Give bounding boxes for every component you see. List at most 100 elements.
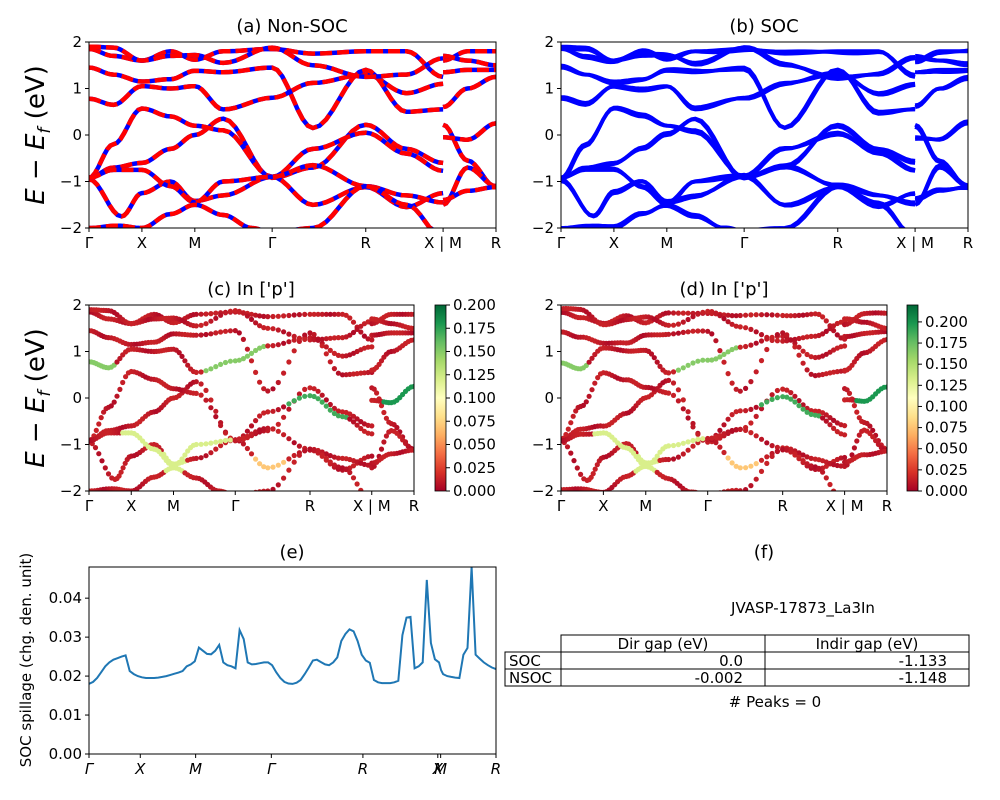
projection-point [323,455,329,461]
xtick-label: R [491,760,501,778]
projection-point [281,340,287,346]
projection-point [307,311,313,317]
projection-point [842,343,848,349]
projection-point [721,316,727,322]
projection-point [244,445,250,452]
projection-point [323,336,329,342]
soc-band-line [561,165,916,207]
projection-point [327,401,333,408]
projection-point [311,331,317,338]
projection-point [302,386,308,392]
projection-point [203,368,209,374]
projection-point [743,487,749,491]
projection-point [323,451,329,457]
projection-point [713,310,719,316]
projection-point [680,440,686,446]
projection-point [319,452,325,458]
projection-point [827,422,833,428]
projection-point [713,338,719,344]
projection-point [571,458,577,464]
projection-point [307,330,313,336]
projection-point [670,369,677,375]
projection-point [350,319,357,325]
projection-point [281,404,287,410]
projection-point [690,424,696,430]
projection-point [92,445,99,451]
projection-point [120,379,126,386]
projection-point [764,460,770,466]
projection-point [397,433,403,439]
projection-point [804,409,810,415]
projection-point [411,330,414,336]
projection-point [265,409,271,415]
projection-point [193,323,199,329]
xtick-label: Γ [231,497,240,515]
projection-point [713,440,719,446]
projection-point [335,464,341,470]
projection-point [758,332,765,338]
projection-point [270,313,276,320]
projection-point [248,316,255,322]
ytick-label: 1 [72,80,82,98]
soc-band-line [914,77,968,107]
xtick-label: Γ [557,497,566,515]
band-line-spin-down [442,184,496,203]
projection-point [218,422,224,429]
projection-point [854,409,860,415]
xtick-label: R [882,497,892,515]
projection-point [780,386,786,392]
band-line-spin-down [443,67,496,75]
projection-point [685,447,691,453]
projection-point [784,313,790,319]
soc-band-line [914,69,968,75]
projection-point [208,397,214,403]
projection-point [743,465,749,471]
projection-point [302,393,308,399]
projection-point [717,354,723,360]
projection-point [690,443,696,449]
colorbar-tick-label: 0.025 [925,461,968,479]
projection-point [804,454,810,460]
projection-point [354,326,360,332]
projection-point [236,357,242,363]
projection-point [804,334,810,340]
projection-point [253,347,259,354]
projection-point [335,335,341,341]
projection-point [315,336,321,343]
projection-point [383,433,389,439]
projection-point [709,309,715,315]
projection-point [203,453,209,459]
projection-point [339,455,346,461]
projection-point [319,343,325,349]
projection-point [784,338,790,344]
projection-point [350,475,357,481]
projection-point [774,387,781,394]
projection-point [253,312,259,318]
projection-point [788,337,794,343]
projection-point [335,408,341,414]
projection-point [748,406,754,412]
projection-point [307,393,313,399]
projection-point [240,435,246,441]
projection-point [179,353,185,359]
projection-point [257,313,263,319]
projection-point [842,423,848,429]
projection-point [114,359,120,365]
projection-point [657,363,663,369]
projection-point [248,451,255,457]
projection-point [666,456,672,463]
projection-point [884,336,887,343]
projection-point [666,370,672,376]
projection-point [123,374,129,380]
projection-point [780,338,786,344]
projection-point [193,369,199,375]
projection-point [884,325,887,332]
projection-point [213,439,219,445]
projection-point [265,425,271,431]
panel-e-line [89,567,496,685]
projection-point [275,482,281,488]
ytick-label: 0 [72,126,82,144]
projection-point [680,451,686,457]
projection-point [808,411,814,417]
projection-point [784,394,790,400]
